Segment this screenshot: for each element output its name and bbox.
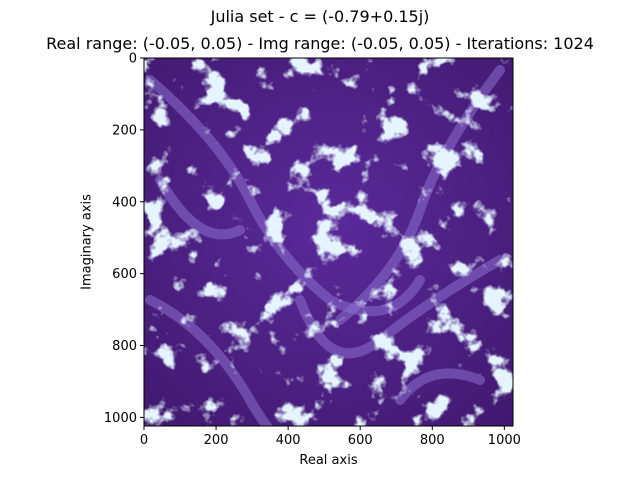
julia-heatmap: [144, 58, 513, 426]
y-tick-label: 1000: [104, 411, 137, 426]
y-tick-label: 800: [112, 339, 137, 354]
x-tick-label: 600: [348, 433, 373, 448]
x-tick-label: 800: [420, 433, 445, 448]
chart-subtitle: Real range: (-0.05, 0.05) - Img range: (…: [46, 34, 594, 53]
x-tick-label: 0: [140, 433, 148, 448]
x-tick-label: 400: [276, 433, 301, 448]
y-tick-label: 600: [112, 267, 137, 282]
y-ticks: 0 200 400 600 800 1000: [104, 52, 144, 426]
x-tick-label: 200: [204, 433, 229, 448]
y-tick-label: 0: [129, 52, 137, 67]
x-tick-label: 1000: [488, 433, 521, 448]
plot-frame: [143, 57, 514, 427]
x-ticks: 0 200 400 600 800 1000: [140, 426, 521, 448]
chart-title: Julia set - c = (-0.79+0.15j): [210, 7, 430, 26]
y-tick-label: 400: [112, 195, 137, 210]
x-axis-label: Real axis: [299, 453, 358, 468]
y-tick-label: 200: [112, 123, 137, 138]
y-axis-label: Imaginary axis: [79, 194, 95, 290]
